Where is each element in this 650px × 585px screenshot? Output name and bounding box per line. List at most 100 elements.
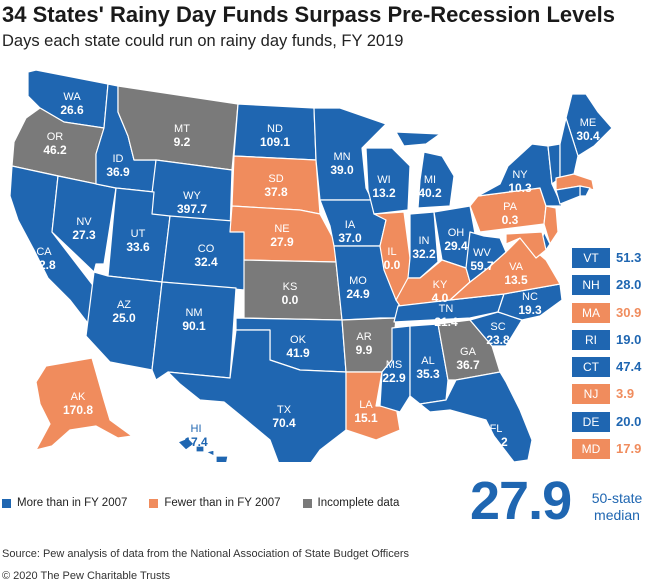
state-value-az: 25.0 (112, 311, 136, 325)
state-value-wi: 13.2 (372, 186, 396, 200)
state-label-sc: SC (490, 321, 505, 333)
median-value: 27.9 (470, 471, 572, 531)
state-label-nv: NV (76, 216, 92, 228)
state-value-ak: 170.8 (63, 403, 93, 417)
state-label-wa: WA (63, 91, 81, 103)
small-state-box: MD (572, 439, 610, 460)
state-value-mi: 40.2 (418, 186, 442, 200)
state-label-il: IL (387, 246, 396, 258)
state-value-or: 46.2 (43, 143, 67, 157)
state-value-ia: 37.0 (338, 231, 362, 245)
state-value-al: 35.3 (416, 367, 440, 381)
state-label-hi: HI (191, 423, 202, 435)
state-label-mn: MN (333, 151, 350, 163)
state-label-al: AL (421, 355, 434, 367)
state-label-ny: NY (512, 169, 528, 181)
state-label-or: OR (47, 131, 64, 143)
small-state-value: 28.0 (616, 277, 642, 293)
state-value-co: 32.4 (194, 255, 218, 269)
state-label-ia: IA (345, 219, 356, 231)
state-value-va: 13.5 (504, 273, 528, 287)
small-state-row: VT 51.3 (572, 248, 648, 273)
copyright-note: © 2020 The Pew Charitable Trusts (2, 570, 171, 582)
small-state-value: 20.0 (616, 413, 642, 429)
state-label-ok: OK (290, 334, 307, 346)
state-nh (559, 117, 579, 179)
state-value-il: 0.0 (384, 258, 401, 272)
state-value-ga: 36.7 (456, 358, 480, 372)
small-states-list: VT 51.3 NH 28.0 MA 30.9 RI 19.0 CT 47.4 NJ 3.9… (572, 248, 648, 466)
small-state-value: 51.3 (616, 250, 642, 265)
state-value-ny: 10.3 (508, 181, 532, 195)
state-fl (419, 371, 533, 462)
state-value-fl: 16.2 (484, 435, 508, 449)
state-mn (313, 107, 387, 201)
legend-item-incomplete: Incomplete data (302, 497, 399, 509)
state-hi (177, 437, 229, 462)
state-label-wy: WY (183, 190, 201, 202)
legend-swatch-more (2, 498, 11, 508)
state-value-wy: 397.7 (177, 202, 207, 216)
small-state-row: RI 19.0 (572, 329, 648, 355)
small-state-value: 19.0 (616, 331, 642, 347)
legend-label-more: More than in FY 2007 (17, 497, 128, 509)
state-label-tx: TX (277, 404, 292, 416)
state-label-va: VA (509, 261, 524, 273)
small-state-row: CT 47.4 (572, 357, 648, 382)
state-label-co: CO (198, 243, 215, 255)
small-state-box: VT (572, 248, 610, 268)
state-value-ar: 9.9 (356, 343, 373, 357)
legend-item-fewer: Fewer than in FY 2007 (149, 497, 281, 509)
small-state-row: NH 28.0 (572, 275, 648, 300)
state-ri (579, 185, 591, 197)
small-state-box: CT (572, 357, 610, 378)
state-label-az: AZ (117, 299, 131, 311)
small-state-box: RI (572, 329, 610, 350)
state-label-nc: NC (522, 291, 538, 303)
state-value-wa: 26.6 (60, 103, 84, 117)
median-label-line2: median (594, 507, 640, 523)
state-value-la: 15.1 (354, 411, 378, 425)
state-value-mt: 9.2 (174, 135, 191, 149)
state-value-wv: 59.7 (470, 259, 494, 273)
median-label: 50-state median (586, 490, 648, 524)
map-title: 34 States' Rainy Day Funds Surpass Pre-R… (2, 2, 615, 27)
state-label-in: IN (419, 235, 430, 247)
state-value-ca: 52.8 (32, 258, 56, 272)
source-note: Source: Pew analysis of data from the Na… (2, 548, 410, 560)
state-label-wi: WI (377, 174, 390, 186)
state-label-mt: MT (174, 123, 190, 135)
state-label-fl: FL (490, 423, 503, 435)
state-value-tn: 21.4 (434, 315, 458, 329)
state-wv (465, 231, 507, 283)
state-value-ks: 0.0 (282, 293, 299, 307)
small-state-value: 17.9 (616, 441, 642, 457)
small-state-row: MD 17.9 (572, 439, 648, 464)
state-label-oh: OH (448, 227, 465, 239)
state-ct (555, 185, 581, 205)
state-label-ks: KS (283, 281, 298, 293)
small-state-row: NJ 3.9 (572, 384, 648, 409)
state-mi (395, 131, 455, 209)
state-value-id: 36.9 (106, 165, 130, 179)
state-value-hi: 17.4 (184, 435, 208, 449)
small-state-box: DE (572, 411, 610, 432)
state-wi (365, 147, 411, 215)
state-value-nd: 109.1 (260, 135, 290, 149)
state-label-wv: WV (473, 247, 491, 259)
state-label-ar: AR (356, 331, 371, 343)
small-state-value: 47.4 (616, 359, 642, 375)
state-value-oh: 29.4 (444, 239, 468, 253)
small-state-box: NH (572, 275, 610, 296)
state-value-ut: 33.6 (126, 240, 150, 254)
state-label-ms: MS (386, 359, 403, 371)
state-value-mn: 39.0 (330, 163, 354, 177)
state-value-tx: 70.4 (272, 416, 296, 430)
state-value-me: 30.4 (576, 129, 600, 143)
state-value-mo: 24.9 (346, 287, 370, 301)
state-value-ne: 27.9 (270, 235, 294, 249)
state-me (565, 93, 613, 157)
state-md (505, 231, 547, 259)
legend-label-fewer: Fewer than in FY 2007 (164, 497, 281, 509)
state-sc (469, 311, 523, 347)
